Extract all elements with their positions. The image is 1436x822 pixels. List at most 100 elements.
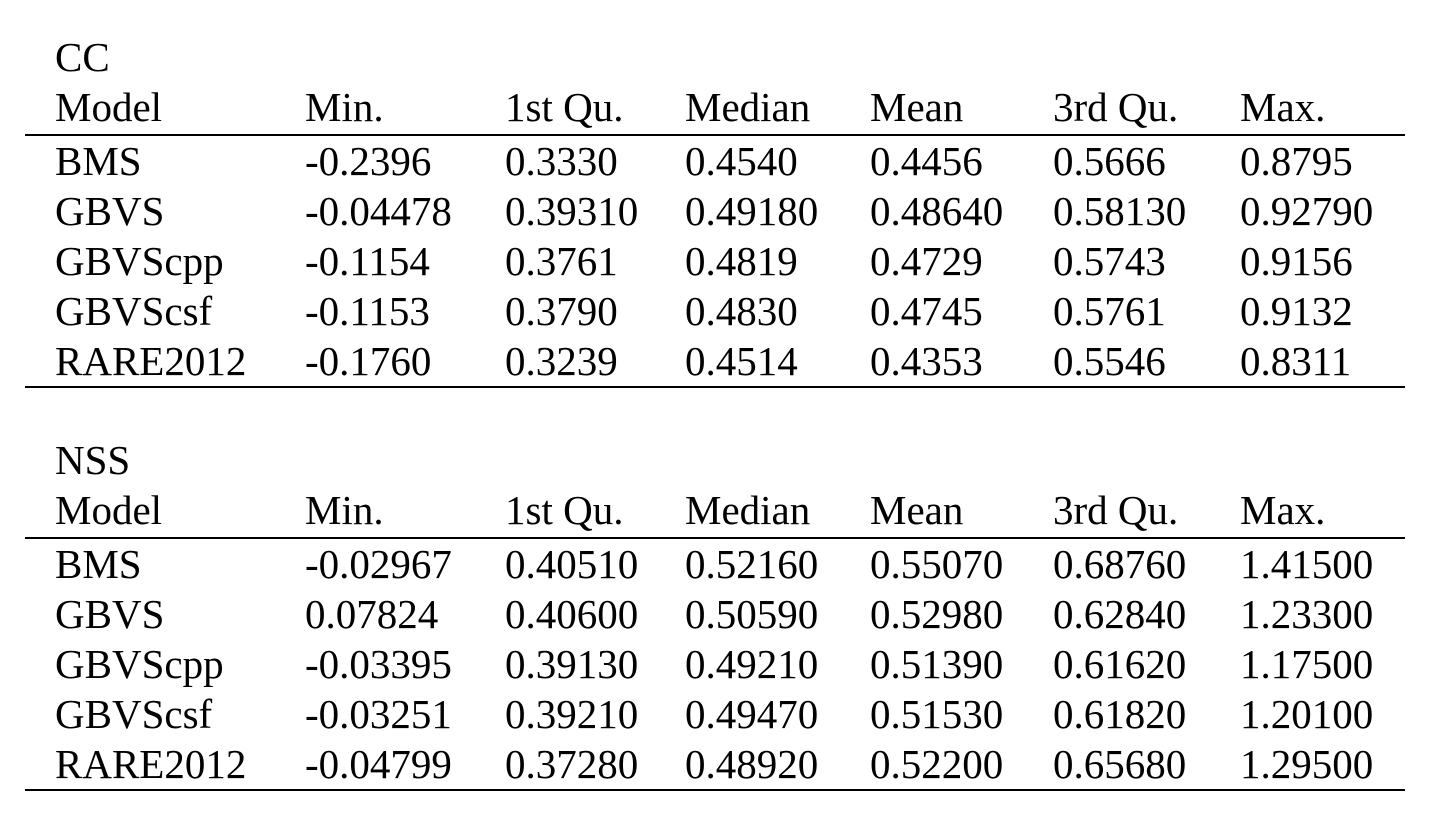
cell-3rd-qu: 0.62840: [1053, 591, 1187, 637]
cell-max: 0.9132: [1240, 288, 1353, 334]
cell-median: 0.49180: [685, 188, 819, 234]
cc-table-section: CC Model Min. 1st Qu. Median Mean 3rd Qu…: [25, 32, 1405, 388]
cc-summary-table: Model Min. 1st Qu. Median Mean 3rd Qu. M…: [25, 86, 1405, 388]
cell-median: 0.49210: [685, 641, 819, 687]
cell-max: 0.8311: [1240, 336, 1405, 388]
cell-1st-qu: 0.3239: [505, 336, 685, 388]
cell-model: RARE2012: [25, 336, 305, 388]
cell-min: -0.03395: [305, 641, 452, 687]
cell-1st-qu: 0.39210: [505, 691, 639, 737]
cell-mean: 0.51390: [870, 641, 1004, 687]
col-header-min: Min.: [305, 489, 505, 539]
col-header-max: Max.: [1240, 489, 1405, 539]
cell-median: 0.4819: [685, 238, 798, 284]
cell-model: BMS: [55, 541, 142, 587]
col-header-mean: Mean: [870, 86, 1053, 136]
table-row: GBVS -0.04478 0.39310 0.49180 0.48640 0.…: [25, 186, 1405, 236]
cell-mean: 0.48640: [870, 188, 1004, 234]
table-row: BMS -0.02967 0.40510 0.52160 0.55070 0.6…: [25, 538, 1405, 589]
cell-median: 0.4540: [685, 138, 798, 184]
table-row: RARE2012 -0.04799 0.37280 0.48920 0.5220…: [25, 739, 1405, 791]
col-header-model: Model: [25, 86, 305, 136]
cell-max: 0.9156: [1240, 238, 1353, 284]
table-row: GBVScpp -0.1154 0.3761 0.4819 0.4729 0.5…: [25, 236, 1405, 286]
cell-1st-qu: 0.40510: [505, 541, 639, 587]
col-header-model: Model: [25, 489, 305, 539]
table-row: GBVScpp -0.03395 0.39130 0.49210 0.51390…: [25, 639, 1405, 689]
table-row: GBVS 0.07824 0.40600 0.50590 0.52980 0.6…: [25, 589, 1405, 639]
cell-3rd-qu: 0.5546: [1053, 336, 1240, 388]
cell-1st-qu: 0.39310: [505, 188, 639, 234]
cell-median: 0.50590: [685, 591, 819, 637]
cell-mean: 0.52200: [870, 739, 1053, 791]
cell-mean: 0.51530: [870, 691, 1004, 737]
col-header-median: Median: [685, 489, 870, 539]
cell-model: GBVScpp: [55, 238, 224, 284]
cell-1st-qu: 0.3330: [505, 138, 618, 184]
nss-header-row: Model Min. 1st Qu. Median Mean 3rd Qu. M…: [25, 489, 1405, 539]
cell-3rd-qu: 0.5743: [1053, 238, 1166, 284]
cell-mean: 0.4729: [870, 238, 983, 284]
cell-max: 1.29500: [1240, 739, 1405, 791]
cc-header-row: Model Min. 1st Qu. Median Mean 3rd Qu. M…: [25, 86, 1405, 136]
cell-3rd-qu: 0.61820: [1053, 691, 1187, 737]
cell-3rd-qu: 0.58130: [1053, 188, 1187, 234]
cell-model: GBVS: [55, 188, 165, 234]
cell-max: 0.8795: [1240, 138, 1353, 184]
col-header-1st-qu: 1st Qu.: [505, 86, 685, 136]
cell-3rd-qu: 0.68760: [1053, 541, 1187, 587]
cell-min: -0.04478: [305, 188, 452, 234]
table-row: RARE2012 -0.1760 0.3239 0.4514 0.4353 0.…: [25, 336, 1405, 388]
cell-model: GBVScpp: [55, 641, 224, 687]
col-header-median: Median: [685, 86, 870, 136]
cell-median: 0.4514: [685, 336, 870, 388]
cell-3rd-qu: 0.5761: [1053, 288, 1166, 334]
col-header-min: Min.: [305, 86, 505, 136]
cell-mean: 0.55070: [870, 541, 1004, 587]
col-header-3rd-qu: 3rd Qu.: [1053, 86, 1240, 136]
col-header-1st-qu: 1st Qu.: [505, 489, 685, 539]
cell-model: BMS: [55, 138, 142, 184]
cell-median: 0.49470: [685, 691, 819, 737]
col-header-mean: Mean: [870, 489, 1053, 539]
cell-max: 0.92790: [1240, 188, 1374, 234]
cell-max: 1.17500: [1240, 641, 1374, 687]
cell-1st-qu: 0.3761: [505, 238, 618, 284]
table-row: GBVScsf -0.1153 0.3790 0.4830 0.4745 0.5…: [25, 286, 1405, 336]
cell-min: -0.1153: [305, 288, 430, 334]
cell-3rd-qu: 0.5666: [1053, 138, 1166, 184]
cell-1st-qu: 0.37280: [505, 739, 685, 791]
cell-median: 0.52160: [685, 541, 819, 587]
cell-min: 0.07824: [305, 591, 439, 637]
cell-max: 1.23300: [1240, 591, 1374, 637]
cell-1st-qu: 0.39130: [505, 641, 639, 687]
cell-1st-qu: 0.40600: [505, 591, 639, 637]
cell-max: 1.41500: [1240, 541, 1374, 587]
cell-mean: 0.4353: [870, 336, 1053, 388]
cell-model: GBVS: [55, 591, 165, 637]
cell-model: GBVScsf: [55, 288, 213, 334]
col-header-3rd-qu: 3rd Qu.: [1053, 489, 1240, 539]
cell-model: GBVScsf: [55, 691, 213, 737]
cell-1st-qu: 0.3790: [505, 288, 618, 334]
nss-table-section: NSS Model Min. 1st Qu. Median Mean 3rd Q…: [25, 435, 1405, 791]
cell-min: -0.1760: [305, 336, 505, 388]
cell-min: -0.2396: [305, 138, 432, 184]
cell-model: RARE2012: [25, 739, 305, 791]
cell-min: -0.03251: [305, 691, 452, 737]
cell-median: 0.4830: [685, 288, 798, 334]
table-row: BMS -0.2396 0.3330 0.4540 0.4456 0.5666 …: [25, 135, 1405, 186]
cc-table-title: CC: [55, 34, 110, 80]
cell-median: 0.48920: [685, 739, 870, 791]
table-row: GBVScsf -0.03251 0.39210 0.49470 0.51530…: [25, 689, 1405, 739]
cell-min: -0.02967: [305, 541, 452, 587]
col-header-max: Max.: [1240, 86, 1405, 136]
cell-max: 1.20100: [1240, 691, 1374, 737]
nss-summary-table: Model Min. 1st Qu. Median Mean 3rd Qu. M…: [25, 489, 1405, 791]
cell-min: -0.04799: [305, 739, 505, 791]
cell-3rd-qu: 0.65680: [1053, 739, 1240, 791]
cell-min: -0.1154: [305, 238, 430, 284]
cell-mean: 0.52980: [870, 591, 1004, 637]
cell-mean: 0.4745: [870, 288, 983, 334]
cell-mean: 0.4456: [870, 138, 983, 184]
